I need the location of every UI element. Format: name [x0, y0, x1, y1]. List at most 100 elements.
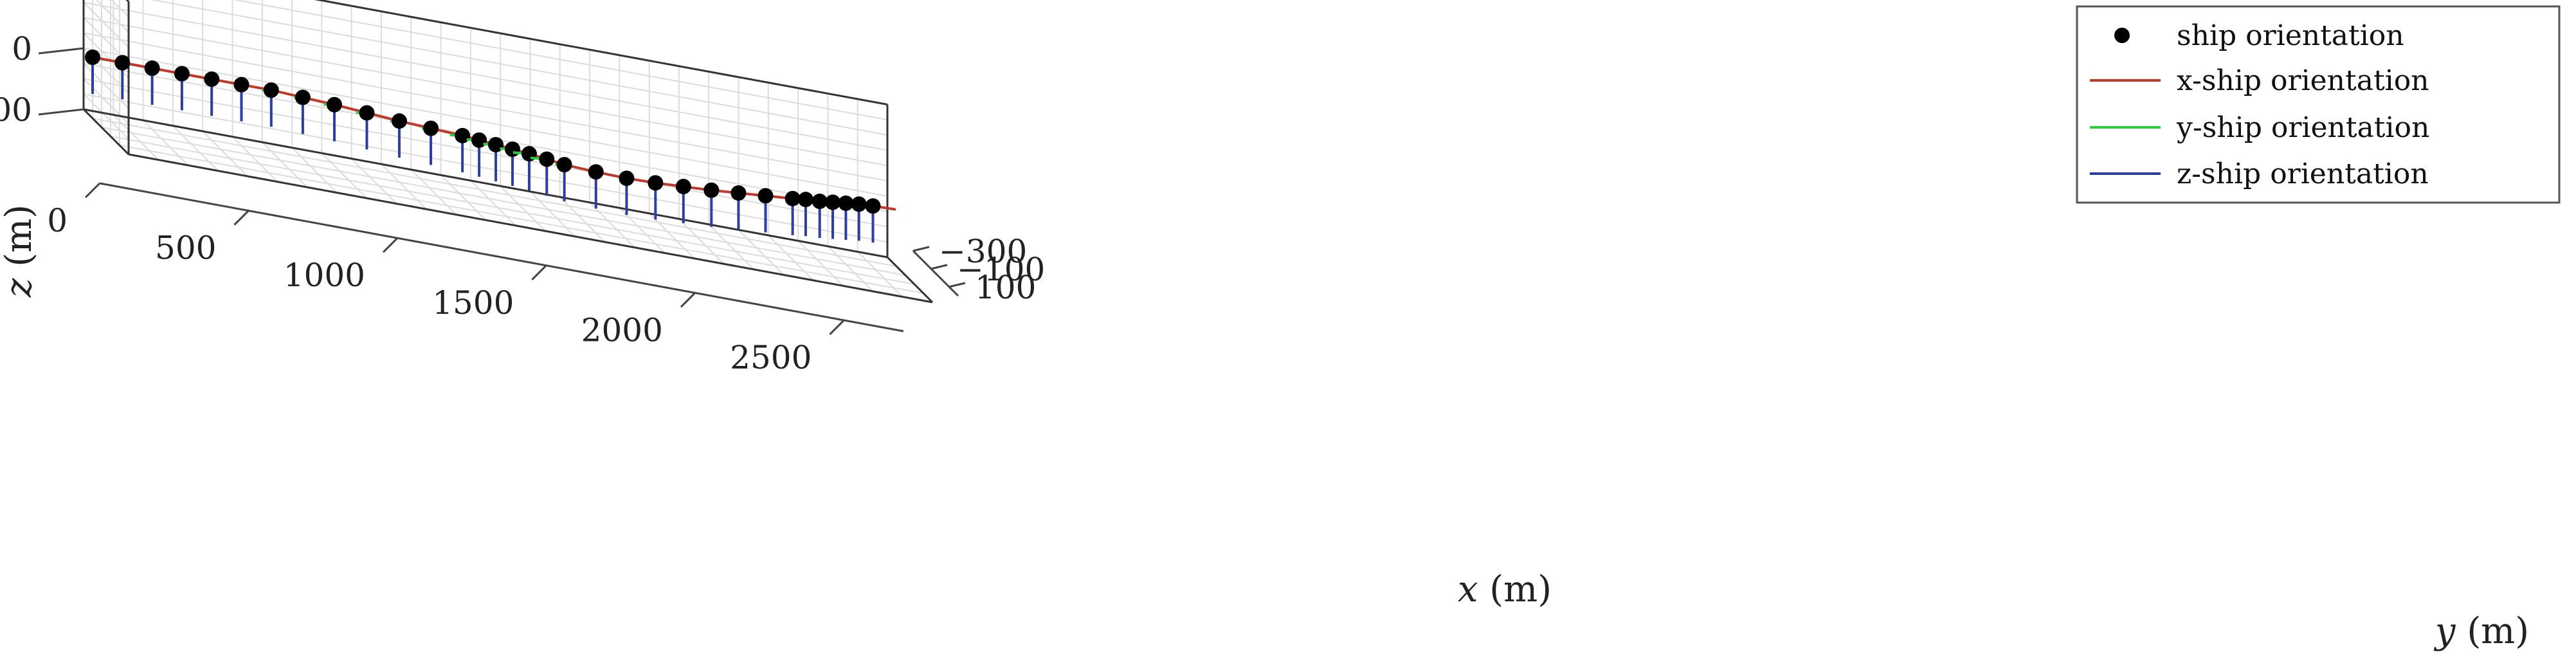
ship-orientation-marker [233, 77, 249, 93]
y-tick-label: −100 [957, 251, 1045, 288]
grid-line-floor-y [119, 145, 924, 294]
grid-line-floor-x [381, 163, 427, 210]
box-edge [125, 0, 130, 3]
box-edge [314, 0, 888, 105]
legend-label-y: y-ship orientation [2176, 111, 2429, 144]
grid-line-floor-x [529, 191, 576, 237]
ship-orientation-marker [785, 190, 801, 206]
grid-line-floor-x [768, 235, 814, 281]
x-tick-label: 1000 [284, 257, 365, 294]
grid-line-floor-x [202, 131, 248, 177]
x-tick-mark [829, 319, 845, 336]
grid-line-side-z [95, 0, 129, 33]
x-tick-label: 2500 [730, 339, 812, 376]
y-tick-mark [948, 282, 966, 288]
x-tick-label: 0 [47, 202, 68, 239]
grid-line-back-z [83, 17, 888, 167]
grid-line-back-z [83, 78, 888, 228]
z-tick-mark [38, 47, 84, 55]
z-tick-label: −100 [0, 0, 32, 6]
grid-line-floor-y [101, 127, 906, 276]
box-edge [82, 108, 130, 156]
grid-line-floor-x [321, 152, 368, 199]
ship-orientation-marker [865, 198, 881, 214]
grid-line-floor-y [92, 118, 897, 267]
grid-line-floor-y [110, 136, 915, 285]
y-tick-mark [930, 264, 948, 270]
legend-marker-ship [2114, 28, 2130, 43]
grid-line-floor-x [172, 125, 219, 172]
legend-label-x: x-ship orientation [2177, 64, 2429, 97]
ship-orientation-marker [144, 60, 160, 77]
z-axis-label: z (m) [0, 205, 40, 298]
z-tick-mark [38, 108, 84, 116]
grid-line-floor-x [350, 158, 397, 205]
grid-line-side-z [83, 2, 129, 48]
ship-orientation-marker [326, 96, 342, 113]
legend-entry-z: z-ship orientation [2090, 158, 2429, 190]
x-tick-mark [531, 264, 547, 280]
x-tick-mark [382, 237, 399, 253]
x-tick-label: 2000 [581, 311, 663, 349]
ship-orientation-marker [812, 194, 828, 210]
grid-line-floor-x [113, 114, 159, 161]
grid-line-back-z [83, 32, 888, 182]
grid-line-back-z [233, 0, 888, 121]
grid-line-floor-x [142, 120, 189, 166]
ship-orientation-marker [174, 66, 190, 82]
ship-orientation-marker [505, 141, 520, 157]
ship-orientation-marker [263, 82, 279, 98]
series [85, 50, 896, 243]
grid-line-floor-x [559, 196, 606, 243]
ship-orientation-marker [619, 170, 635, 187]
ship-orientation-marker [556, 156, 572, 172]
ship-orientation-marker [648, 175, 664, 191]
legend-label-ship: ship orientation [2177, 19, 2404, 52]
legend-label-z: z-ship orientation [2177, 158, 2429, 190]
grid-line-floor-x [589, 202, 635, 248]
ship-orientation-marker [204, 71, 220, 87]
box-edge [886, 256, 934, 304]
ship-orientation-marker [488, 136, 504, 152]
grid-line-floor-x [500, 185, 546, 232]
y-axis-line [912, 250, 959, 297]
grid-line-floor-x [648, 213, 695, 259]
ship-orientation-marker [114, 55, 131, 71]
box-edge [83, 108, 888, 259]
grid-line-floor-x [291, 147, 338, 194]
z-tick-label: 0 [12, 30, 32, 68]
legend: ship orientation x-ship orientation y-sh… [2076, 5, 2561, 204]
box-edge [128, 153, 933, 304]
ship-orientation-marker [675, 179, 691, 195]
ship-orientation-marker [85, 50, 100, 65]
grid-line-back-z [83, 93, 888, 243]
x-tick-label: 500 [155, 230, 216, 267]
grid-line-floor-x [619, 207, 666, 254]
x-tick-mark [84, 182, 101, 199]
grid-line-back-z [316, 0, 888, 105]
y-axis-label: y (m) [2433, 610, 2529, 652]
grid-line-back-z [83, 1, 888, 151]
grid-line-side-z [111, 0, 129, 17]
grid-line-floor-x [827, 246, 874, 292]
ship-orientation-marker [359, 105, 375, 121]
grid-line-floor-x [708, 224, 754, 270]
ship-orientation-marker [471, 132, 487, 148]
grid-line-floor-x [231, 136, 278, 183]
y-tick-label: −300 [939, 233, 1027, 270]
grid-line-floor-x [440, 174, 487, 221]
x-tick-label: 1500 [432, 284, 514, 322]
grid-line-side-z [83, 63, 129, 109]
grid-line-floor-x [678, 218, 725, 265]
legend-box [2076, 5, 2561, 204]
grid-line-floor-x [410, 169, 457, 215]
ship-orientation-marker [730, 185, 747, 201]
ship-orientation-marker [588, 164, 604, 180]
ship-orientation-marker [295, 89, 311, 105]
ship-orientation-marker [851, 196, 867, 212]
ship-orientation-marker [703, 182, 720, 198]
grid-line-back-z [150, 0, 888, 136]
grid-line-floor-x [262, 141, 308, 188]
ship-orientation-marker [539, 151, 555, 167]
